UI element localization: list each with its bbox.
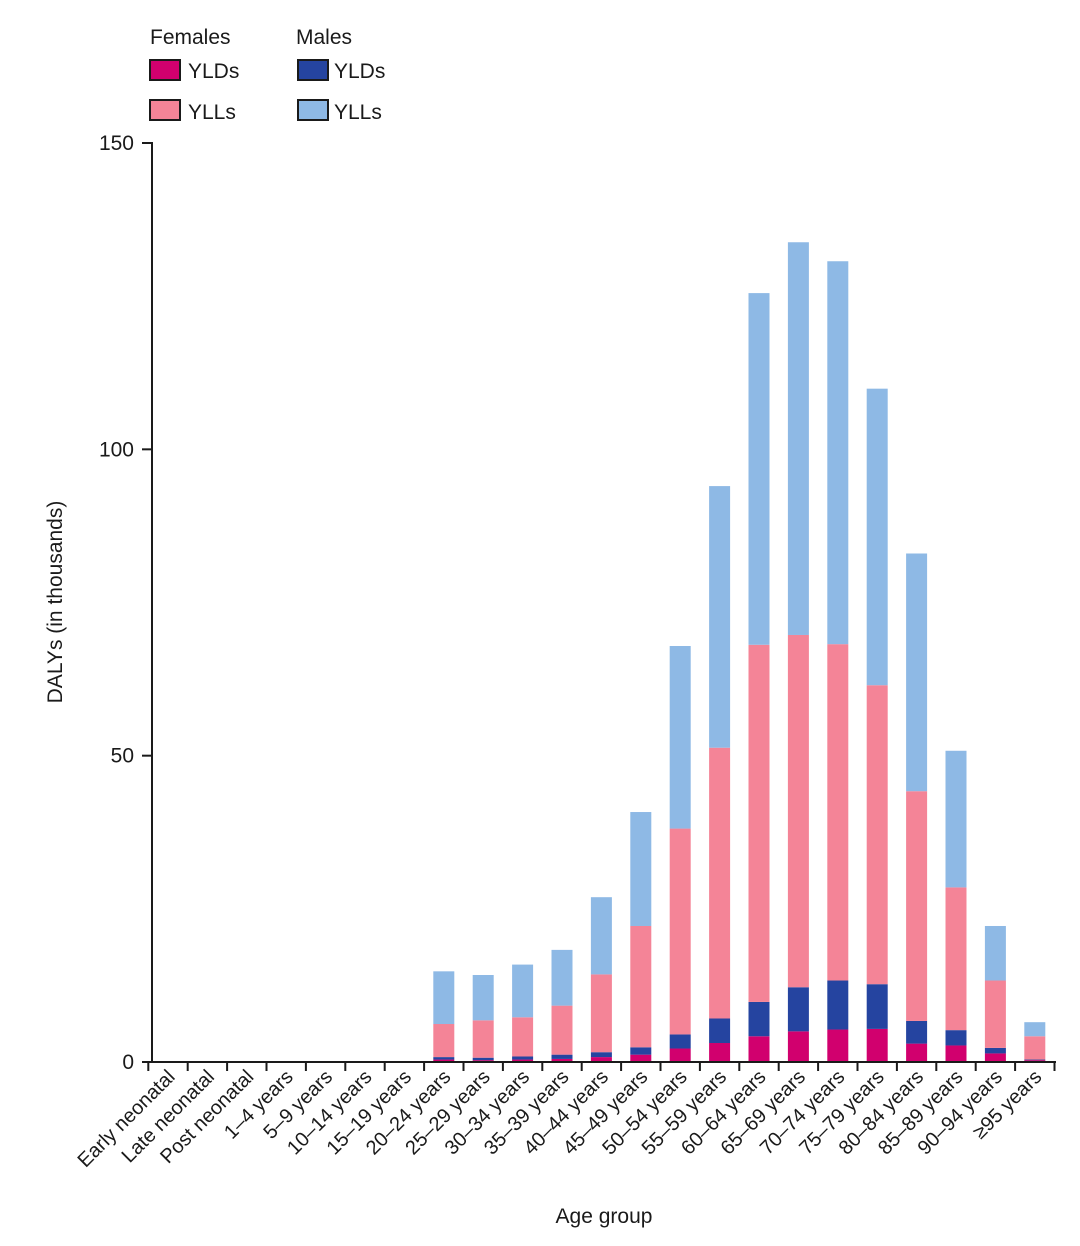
bar-m_yll-10 bbox=[551, 949, 573, 1006]
y-tick-label: 100 bbox=[99, 438, 134, 461]
y-axis: 0 50 100 150 bbox=[99, 132, 153, 1074]
bar-m_yll-12 bbox=[630, 812, 652, 926]
bar-f_yll-20 bbox=[945, 887, 967, 1031]
bar-m_yld-12 bbox=[630, 1047, 652, 1055]
bar-m_yll-8 bbox=[472, 975, 494, 1021]
bar-m_yld-17 bbox=[827, 980, 849, 1030]
bar-f_yld-20 bbox=[945, 1045, 967, 1062]
bar-f_yld-13 bbox=[669, 1048, 691, 1062]
bar-f_yll-12 bbox=[630, 925, 652, 1048]
bar-f_yld-21 bbox=[984, 1053, 1006, 1062]
bar-m_yld-13 bbox=[669, 1034, 691, 1049]
legend-label-male-ylls: YLLs bbox=[334, 101, 382, 124]
bar-f_yld-12 bbox=[630, 1054, 652, 1062]
y-tick-label: 0 bbox=[122, 1051, 134, 1074]
bar-f_yll-14 bbox=[709, 747, 731, 1019]
bar-m_yld-7 bbox=[433, 1057, 455, 1060]
bar-m_yll-21 bbox=[984, 925, 1006, 981]
bar-f_yll-22 bbox=[1024, 1036, 1046, 1060]
y-tick-label: 50 bbox=[111, 745, 134, 768]
bar-m_yld-9 bbox=[512, 1056, 534, 1060]
bar-m_yll-14 bbox=[709, 486, 731, 748]
bar-f_yll-13 bbox=[669, 828, 691, 1035]
bar-f_yld-15 bbox=[748, 1036, 770, 1062]
x-axis-label: Age group bbox=[556, 1205, 653, 1228]
bar-f_yll-17 bbox=[827, 644, 849, 981]
bar-f_yll-21 bbox=[984, 980, 1006, 1048]
bar-f_yll-19 bbox=[906, 791, 928, 1021]
legend-label-female-ylls: YLLs bbox=[188, 101, 236, 124]
bar-m_yld-20 bbox=[945, 1030, 967, 1046]
bar-m_yld-19 bbox=[906, 1020, 928, 1044]
bar-f_yld-18 bbox=[866, 1028, 888, 1062]
bar-f_yll-15 bbox=[748, 644, 770, 1002]
bar-m_yll-9 bbox=[512, 964, 534, 1018]
bars bbox=[433, 242, 1046, 1062]
bar-m_yll-7 bbox=[433, 971, 455, 1025]
legend-group-title-females: Females bbox=[150, 26, 231, 49]
bar-m_yld-10 bbox=[551, 1054, 573, 1059]
legend-swatch-female-ylls bbox=[149, 99, 181, 121]
y-axis-label: DALYs (in thousands) bbox=[44, 501, 67, 704]
bar-m_yld-11 bbox=[590, 1052, 612, 1058]
legend: Females YLDs YLLs Males YLDs YLLs bbox=[149, 26, 385, 124]
bar-f_yll-8 bbox=[472, 1020, 494, 1058]
bar-m_yll-13 bbox=[669, 646, 691, 829]
bar-f_yll-11 bbox=[590, 974, 612, 1053]
bar-f_yll-16 bbox=[787, 634, 809, 988]
bar-m_yld-16 bbox=[787, 987, 809, 1032]
bar-m_yld-8 bbox=[472, 1057, 494, 1061]
bar-m_yld-22 bbox=[1024, 1059, 1046, 1061]
legend-label-female-ylds: YLDs bbox=[188, 60, 239, 83]
y-tick-label: 150 bbox=[99, 132, 134, 155]
bar-f_yll-18 bbox=[866, 685, 888, 985]
legend-label-male-ylds: YLDs bbox=[334, 60, 385, 83]
bar-f_yld-14 bbox=[709, 1043, 731, 1062]
bar-m_yll-18 bbox=[866, 388, 888, 686]
bar-m_yll-17 bbox=[827, 261, 849, 645]
bar-f_yld-17 bbox=[827, 1029, 849, 1062]
bar-f_yld-7 bbox=[433, 1059, 455, 1062]
legend-swatch-male-ylls bbox=[297, 99, 329, 121]
bar-f_yld-19 bbox=[906, 1043, 928, 1062]
bar-m_yld-14 bbox=[709, 1018, 731, 1044]
bar-m_yll-19 bbox=[906, 553, 928, 792]
bar-m_yld-15 bbox=[748, 1001, 770, 1037]
bar-m_yll-22 bbox=[1024, 1022, 1046, 1037]
bar-f_yld-10 bbox=[551, 1058, 573, 1062]
bar-f_yld-9 bbox=[512, 1059, 534, 1062]
legend-group-title-males: Males bbox=[296, 26, 352, 49]
bar-f_yll-9 bbox=[512, 1017, 534, 1057]
bar-m_yll-20 bbox=[945, 750, 967, 888]
bar-m_yld-18 bbox=[866, 984, 888, 1029]
bar-f_yll-10 bbox=[551, 1005, 573, 1055]
bar-m_yll-16 bbox=[787, 242, 809, 635]
bar-m_yll-15 bbox=[748, 293, 770, 645]
bar-m_yll-11 bbox=[590, 897, 612, 975]
bar-f_yll-7 bbox=[433, 1024, 455, 1058]
bar-f_yld-11 bbox=[590, 1057, 612, 1062]
bar-f_yld-16 bbox=[787, 1031, 809, 1062]
legend-swatch-female-ylds bbox=[149, 59, 181, 81]
bar-m_yld-21 bbox=[984, 1047, 1006, 1054]
legend-swatch-male-ylds bbox=[297, 59, 329, 81]
